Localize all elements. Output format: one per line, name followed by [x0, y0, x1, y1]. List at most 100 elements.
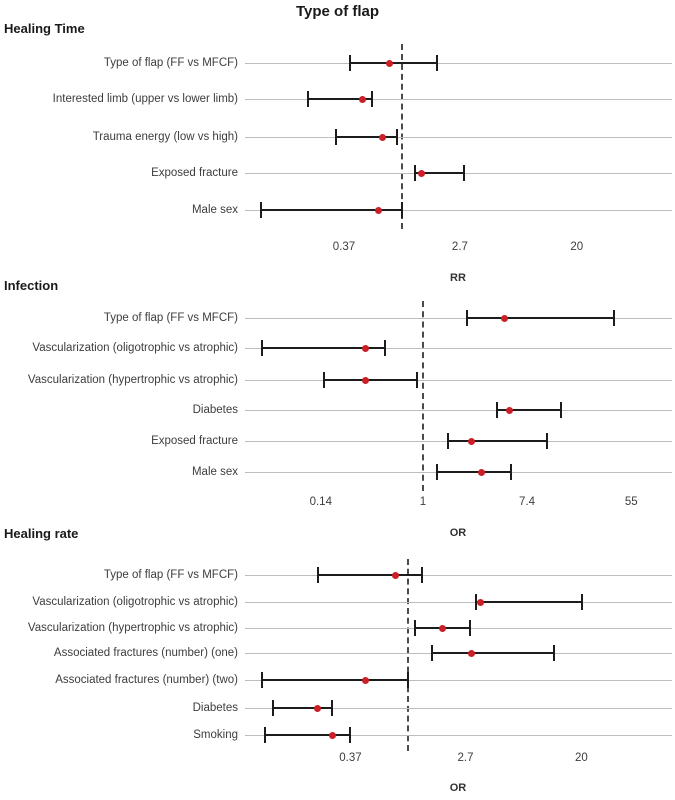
ci-line: [260, 209, 402, 211]
ci-line: [466, 317, 614, 319]
leader-line: [245, 602, 672, 603]
ci-cap-low: [447, 433, 450, 449]
ci-line: [317, 574, 422, 576]
ci-cap-low: [271, 700, 274, 716]
axis-tick-label: 7.4: [519, 496, 536, 508]
ci-cap-low: [348, 55, 351, 71]
point-estimate: [359, 95, 367, 103]
ci-cap-low: [436, 464, 439, 480]
point-estimate: [506, 406, 514, 414]
ci-line: [265, 734, 351, 736]
ci-line: [324, 379, 417, 381]
axis-title: RR: [450, 272, 466, 284]
row-label: Type of flap (FF vs MFCF): [103, 569, 238, 581]
point-estimate: [467, 437, 475, 445]
ci-line: [335, 136, 398, 138]
ci-cap-low: [495, 402, 498, 418]
axis-tick-label: 2.7: [457, 752, 474, 764]
row-label: Vascularization (oligotrophic vs atrophi…: [32, 596, 238, 608]
ci-cap-low: [260, 672, 263, 688]
row-label: Vascularization (hypertrophic vs atrophi…: [27, 622, 238, 634]
axis-tick-label: 0.37: [332, 241, 356, 253]
ci-cap-low: [316, 567, 319, 583]
reference-line: [401, 44, 403, 229]
ci-line: [415, 172, 465, 174]
ci-cap-high: [407, 672, 409, 688]
ci-cap-low: [259, 202, 262, 218]
ci-cap-low: [264, 727, 267, 743]
ci-line: [349, 62, 437, 64]
reference-line: [407, 559, 409, 751]
ci-line: [308, 98, 373, 100]
ci-cap-low: [430, 645, 433, 661]
ci-line: [272, 707, 333, 709]
axis-tick-label: 0.37: [339, 752, 362, 764]
leader-line: [245, 708, 672, 709]
axis-tick-label: 0.14: [309, 496, 332, 508]
ci-cap-low: [465, 310, 468, 326]
leader-line: [245, 575, 672, 576]
ci-cap-high: [559, 402, 562, 418]
point-estimate: [478, 468, 486, 476]
ci-cap-high: [383, 340, 386, 356]
axis-tick-label: 20: [575, 752, 588, 764]
axis-title: OR: [449, 527, 467, 539]
ci-cap-low: [414, 620, 417, 636]
axis-tick-label: 20: [570, 241, 584, 253]
leader-line: [245, 63, 672, 64]
ci-line: [261, 347, 385, 349]
leader-line: [245, 348, 672, 349]
row-label: Vascularization (oligotrophic vs atrophi…: [32, 342, 238, 354]
ci-cap-low: [260, 340, 263, 356]
leader-line: [245, 380, 672, 381]
axis-title: OR: [449, 782, 467, 794]
leader-line: [245, 680, 672, 681]
point-estimate: [417, 169, 425, 177]
axis-tick-label: 55: [624, 496, 638, 508]
ci-cap-high: [331, 700, 334, 716]
row-label: Type of flap (FF vs MFCF): [103, 312, 238, 324]
row-label: Associated fractures (number) (one): [53, 647, 238, 659]
ci-line: [448, 440, 548, 442]
leader-line: [245, 210, 672, 211]
row-label: Exposed fracture: [151, 435, 238, 447]
panel-heading-healing-rate: Healing rate: [4, 526, 79, 541]
point-estimate: [361, 344, 369, 352]
row-label: Male sex: [191, 204, 238, 216]
panel-heading-healing-time: Healing Time: [4, 21, 85, 36]
ci-cap-high: [396, 129, 399, 145]
row-label: Diabetes: [192, 702, 238, 714]
row-label: Trauma energy (low vs high): [92, 131, 238, 143]
row-label: Type of flap (FF vs MFCF): [103, 57, 238, 69]
ci-cap-high: [469, 620, 472, 636]
ci-cap-high: [371, 91, 374, 107]
point-estimate: [391, 571, 399, 579]
ci-cap-low: [334, 129, 337, 145]
row-label: Smoking: [193, 729, 238, 741]
ci-cap-high: [420, 567, 423, 583]
point-estimate: [378, 133, 386, 141]
figure-title: Type of flap: [295, 3, 380, 20]
ci-cap-high: [415, 372, 418, 388]
ci-cap-low: [323, 372, 326, 388]
ci-line: [437, 471, 511, 473]
axis-tick-label: 1: [419, 496, 427, 508]
ci-cap-high: [581, 594, 583, 610]
point-estimate: [476, 598, 484, 606]
row-label: Exposed fracture: [151, 167, 238, 179]
point-estimate: [328, 731, 336, 739]
point-estimate: [375, 206, 383, 214]
row-label: Associated fractures (number) (two): [55, 674, 238, 686]
leader-line: [245, 99, 672, 100]
ci-cap-high: [463, 165, 466, 181]
row-label: Diabetes: [192, 404, 238, 416]
reference-line: [422, 301, 424, 491]
ci-cap-low: [475, 594, 478, 610]
ci-cap-low: [307, 91, 310, 107]
ci-cap-high: [612, 310, 615, 326]
row-label: Male sex: [191, 466, 238, 478]
leader-line: [245, 318, 672, 319]
row-label: Vascularization (hypertrophic vs atrophi…: [27, 374, 238, 386]
ci-cap-high: [546, 433, 549, 449]
